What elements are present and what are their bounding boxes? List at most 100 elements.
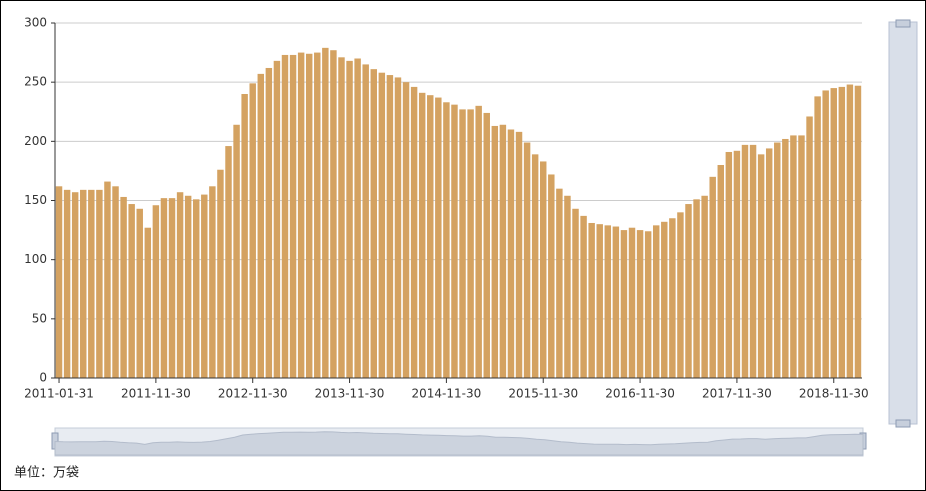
x-tick-label: 2012-11-30	[218, 387, 288, 401]
x-tick-label: 2018-11-30	[799, 387, 869, 401]
bar	[63, 189, 71, 378]
bar	[362, 64, 369, 379]
bar	[80, 189, 87, 378]
bar	[620, 230, 628, 378]
bar	[709, 176, 716, 378]
bar	[652, 225, 660, 378]
bar	[749, 144, 757, 378]
bar	[628, 227, 636, 378]
bar	[798, 135, 805, 378]
bar	[822, 90, 829, 378]
v-zoom-handle[interactable]	[895, 19, 911, 28]
bar	[612, 226, 620, 378]
bar	[249, 83, 256, 378]
bar	[184, 195, 192, 378]
bar	[233, 124, 240, 379]
bar	[168, 198, 176, 378]
footnote: 单位：万袋	[14, 466, 79, 481]
bar	[548, 174, 555, 378]
bar	[144, 227, 152, 378]
bar	[297, 52, 305, 378]
bar	[596, 224, 603, 378]
bar	[55, 186, 63, 378]
bar	[717, 165, 725, 378]
bar	[410, 86, 418, 379]
bar	[830, 88, 837, 378]
y-tick-label: 150	[24, 193, 47, 207]
y-tick-label: 100	[24, 252, 47, 266]
v-zoom-handle[interactable]	[895, 419, 911, 428]
bar	[225, 146, 232, 378]
bar	[491, 125, 499, 378]
y-tick-label: 0	[39, 371, 47, 385]
x-tick-label: 2014-11-30	[412, 387, 482, 401]
bar	[314, 52, 321, 378]
bar	[661, 221, 668, 378]
bar	[838, 86, 846, 379]
bar	[782, 138, 789, 378]
bar	[402, 82, 410, 379]
x-tick-label: 2013-11-30	[315, 387, 385, 401]
bar	[669, 218, 676, 378]
bar	[588, 222, 595, 378]
bar	[435, 97, 442, 379]
x-tick-label: 2011-01-31	[24, 387, 94, 401]
bar	[265, 67, 273, 378]
bar	[394, 77, 402, 378]
bar	[136, 208, 143, 378]
bar	[112, 186, 119, 378]
y-tick-label: 200	[24, 134, 47, 148]
bar	[370, 69, 377, 379]
bar	[354, 58, 361, 378]
bar	[483, 112, 490, 378]
bar	[733, 150, 741, 378]
bar	[790, 135, 797, 378]
bar	[644, 231, 652, 378]
y-tick-label: 250	[24, 75, 47, 89]
bar	[459, 109, 466, 378]
bar	[451, 104, 458, 379]
bar	[120, 196, 127, 378]
bar	[322, 47, 329, 378]
bar	[499, 124, 507, 379]
bar	[467, 109, 474, 378]
bar	[378, 72, 386, 378]
bar	[564, 195, 571, 378]
bar	[515, 131, 523, 378]
bar	[774, 142, 781, 378]
bar	[475, 105, 482, 378]
bar	[152, 205, 160, 378]
bar	[806, 116, 813, 378]
bar	[604, 225, 612, 378]
bar	[289, 54, 297, 378]
bar	[636, 230, 644, 378]
x-tick-label: 2011-11-30	[121, 387, 191, 401]
bar	[572, 208, 579, 378]
bar	[443, 102, 450, 379]
bar	[128, 204, 135, 378]
bar	[701, 195, 708, 378]
bar	[556, 188, 563, 378]
bar	[281, 54, 289, 378]
bar	[88, 189, 95, 378]
bar	[580, 215, 587, 378]
bar	[757, 154, 765, 378]
bar	[523, 142, 531, 378]
bar	[507, 129, 515, 378]
bar	[217, 169, 224, 378]
bar	[854, 85, 862, 378]
zoom-preview	[54, 431, 864, 456]
bar	[531, 154, 539, 378]
bar	[273, 60, 281, 378]
bar	[241, 94, 248, 378]
bar	[346, 60, 353, 378]
bar	[71, 192, 79, 378]
v-zoom-track[interactable]	[888, 21, 918, 425]
bar	[540, 161, 547, 378]
bar	[201, 194, 208, 378]
y-tick-label: 300	[24, 16, 47, 30]
bar	[104, 181, 111, 378]
x-tick-label: 2017-11-30	[702, 387, 772, 401]
